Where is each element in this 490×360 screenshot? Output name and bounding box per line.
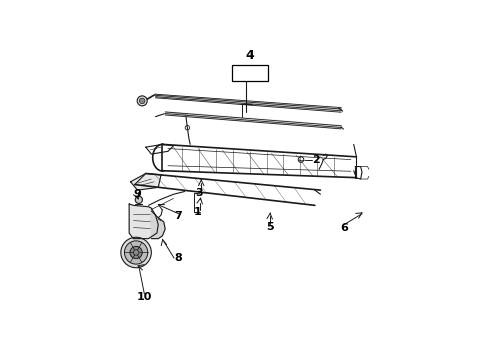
Circle shape — [124, 241, 147, 264]
Text: 10: 10 — [137, 292, 152, 302]
Text: 4: 4 — [246, 49, 255, 62]
Text: 2: 2 — [313, 155, 320, 165]
Bar — [232, 66, 268, 81]
Text: 6: 6 — [340, 222, 348, 233]
Circle shape — [130, 246, 142, 258]
Circle shape — [135, 196, 143, 203]
Circle shape — [140, 98, 145, 104]
Text: 7: 7 — [174, 211, 182, 221]
Text: 9: 9 — [133, 189, 141, 199]
Polygon shape — [151, 211, 165, 239]
Circle shape — [121, 237, 151, 268]
Text: 1: 1 — [193, 207, 201, 217]
Polygon shape — [155, 94, 341, 112]
Text: 8: 8 — [174, 253, 182, 263]
Polygon shape — [130, 174, 161, 190]
Polygon shape — [165, 112, 341, 129]
Circle shape — [137, 96, 147, 106]
Text: 5: 5 — [266, 222, 274, 232]
Polygon shape — [129, 204, 158, 239]
Text: 3: 3 — [195, 188, 203, 198]
